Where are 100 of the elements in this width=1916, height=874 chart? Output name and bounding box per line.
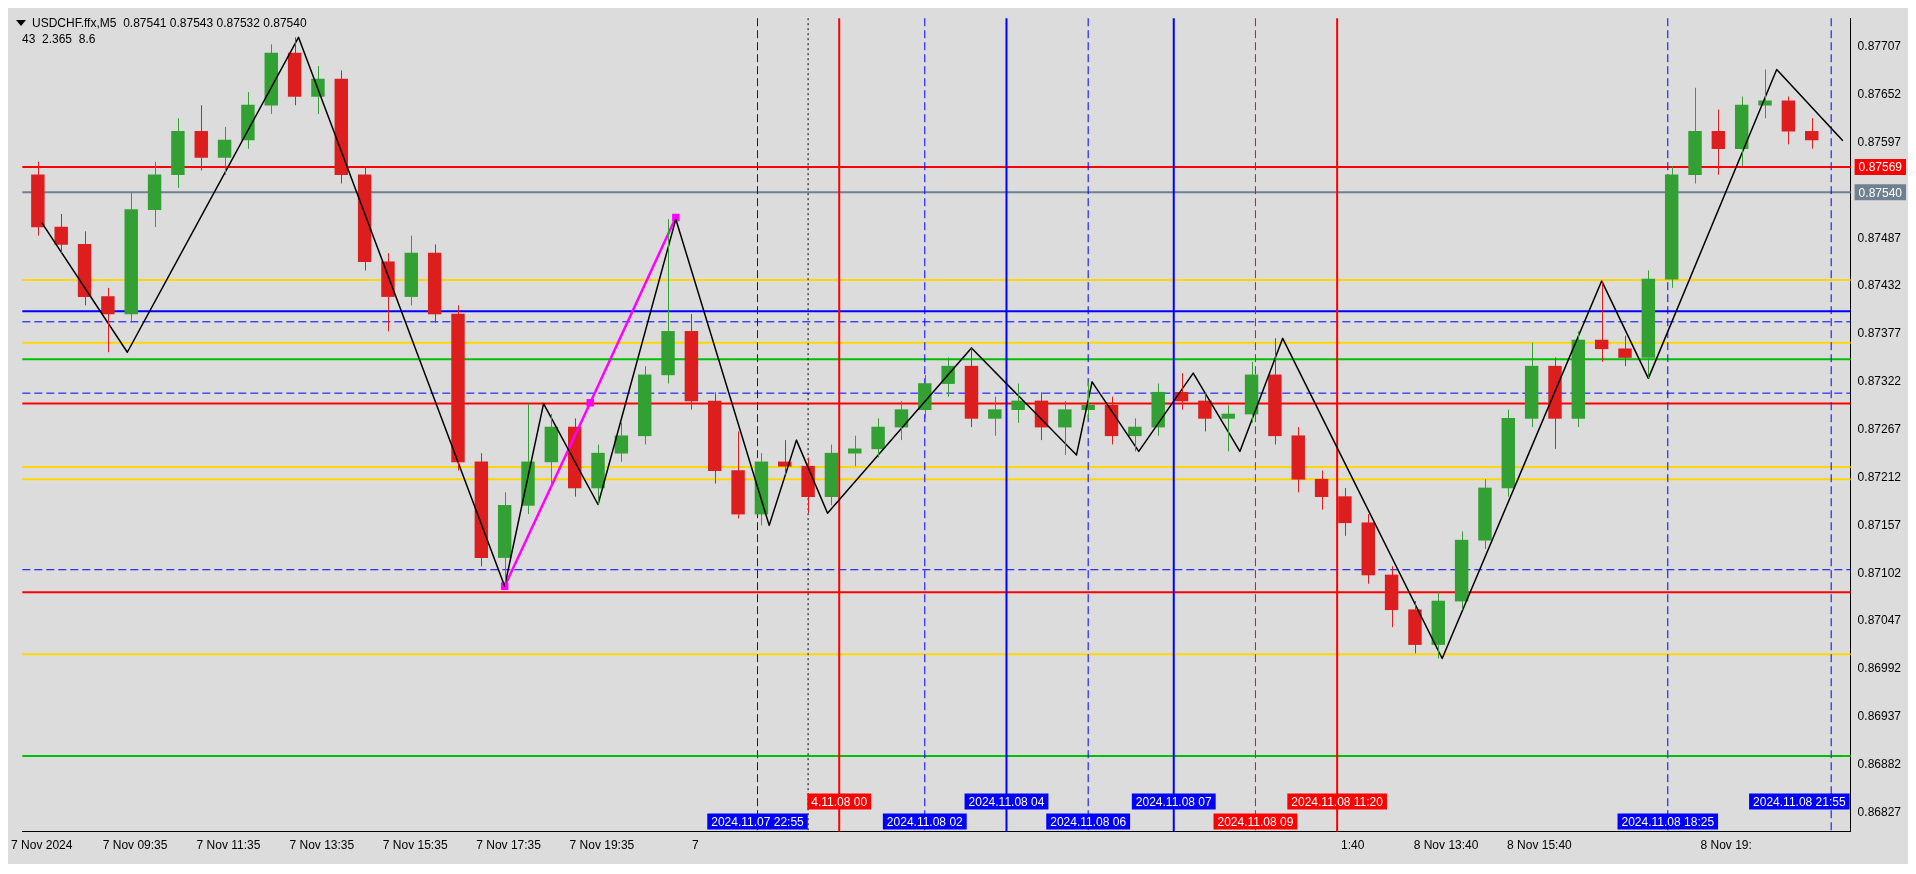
candlestick [404, 235, 419, 306]
x-tick-label: 7 Nov 11:35 [196, 838, 261, 853]
y-tick-label: 0.87267 [1857, 422, 1902, 436]
ref-line-label: 2024.11.08 07 [1135, 794, 1212, 809]
candlestick [964, 347, 979, 428]
ref-line-label: 0.87540 [1858, 185, 1903, 200]
y-tick-label: 0.87652 [1857, 87, 1902, 102]
y-tick-label: 0.87707 [1857, 39, 1902, 54]
ref-line-label: 2024.11.07 22:55 [711, 814, 805, 829]
candlestick [614, 422, 629, 463]
candlestick [1734, 96, 1749, 167]
candlestick [1198, 391, 1212, 432]
candlestick [1151, 383, 1165, 437]
ref-line-label: 4.11.08 00 [811, 794, 868, 809]
y-tick-label: 0.86882 [1857, 756, 1902, 771]
candlestick [241, 91, 255, 150]
candlestick [521, 403, 535, 515]
y-tick-label: 0.87322 [1857, 374, 1902, 389]
candlestick [1524, 342, 1539, 428]
candlestick [1338, 487, 1352, 537]
x-tick-label: 1:40 [1341, 838, 1365, 853]
candlestick [731, 430, 745, 519]
candlestick [1384, 565, 1399, 628]
x-tick-label: 7 Nov 15:35 [382, 838, 448, 853]
candlestick [194, 104, 208, 171]
candlestick [1478, 478, 1492, 550]
candlestick [1711, 109, 1726, 176]
ref-line-label: 2024.11.08 11:20 [1291, 794, 1384, 809]
x-tick-label: 7 Nov 19:35 [569, 838, 635, 853]
y-tick-label: 0.87487 [1857, 230, 1902, 245]
y-tick-label: 0.87377 [1857, 326, 1902, 341]
candlestick [1641, 269, 1656, 379]
x-tick-label: 8 Nov 19: [1700, 838, 1752, 853]
candlestick [1688, 87, 1702, 184]
candlestick [217, 126, 232, 176]
x-tick-label: 7 Nov 17:35 [476, 838, 542, 853]
candlestick [1454, 530, 1469, 611]
x-tick-label: 7 Nov 2024 [11, 838, 73, 853]
ref-line-label: 2024.11.08 04 [968, 794, 1045, 809]
candlestick [451, 304, 465, 472]
candlestick [311, 65, 325, 115]
candlestick [1805, 117, 1819, 150]
candlestick [544, 413, 559, 489]
candlestick [357, 165, 372, 271]
candlestick [918, 374, 932, 419]
candlestick [988, 396, 1002, 437]
ref-line-label: 2024.11.08 06 [1050, 814, 1127, 829]
annotation: 43 2.365 8.6 [22, 32, 96, 46]
candlestick [1781, 96, 1796, 145]
x-tick-label: 8 Nov 13:40 [1413, 838, 1479, 853]
y-tick-label: 0.87432 [1857, 278, 1902, 293]
candlestick [264, 43, 278, 115]
candlestick [101, 287, 115, 353]
y-tick-label: 0.86992 [1857, 661, 1902, 676]
candlestick [1081, 381, 1095, 419]
candlestick [1268, 337, 1282, 445]
ref-line-label: 2024.11.08 18:25 [1621, 814, 1715, 829]
candlestick [474, 452, 489, 567]
candlestick [1594, 280, 1609, 363]
candlestick [31, 161, 45, 237]
candlestick [801, 457, 815, 514]
candlestick [1408, 600, 1422, 654]
x-tick-label: 7 [691, 838, 699, 853]
y-tick-label: 0.87212 [1857, 469, 1902, 484]
candlestick [54, 213, 68, 254]
y-tick-label: 0.87157 [1857, 517, 1902, 532]
candlestick [1664, 165, 1679, 289]
candlestick [1291, 426, 1305, 493]
candlestick [1128, 417, 1142, 452]
candlestick [1244, 361, 1259, 424]
ref-line-label: 2024.11.08 09 [1217, 814, 1294, 829]
candlestick [1571, 330, 1586, 428]
candlestick [171, 117, 185, 189]
candlestick [637, 365, 652, 445]
candlestick [124, 191, 138, 324]
candlestick [1618, 335, 1632, 367]
candlestick [1431, 591, 1445, 659]
candlestick [1314, 470, 1329, 511]
candlestick [661, 218, 675, 385]
x-tick-label: 7 Nov 13:35 [289, 838, 355, 853]
candlestick [427, 243, 442, 324]
ref-line-label: 2024.11.08 21:55 [1753, 794, 1846, 809]
candlestick [591, 443, 605, 505]
candlestick [334, 69, 349, 184]
x-tick-label: 8 Nov 15:40 [1507, 838, 1573, 853]
candlestick [497, 491, 512, 587]
candlestick [684, 313, 699, 411]
y-tick-label: 0.87102 [1857, 565, 1902, 580]
candlestick [1548, 356, 1562, 450]
point [586, 398, 594, 407]
candlestick [147, 161, 162, 228]
candlestick [287, 36, 302, 106]
candlestick [848, 435, 862, 467]
candlestick [1221, 404, 1235, 452]
candlestick [77, 230, 92, 306]
candlestick [708, 391, 722, 485]
ref-line-label: 2024.11.08 02 [886, 814, 964, 829]
candlestick [381, 252, 395, 332]
y-tick-label: 0.86827 [1857, 804, 1902, 819]
candlestick [1501, 409, 1516, 498]
